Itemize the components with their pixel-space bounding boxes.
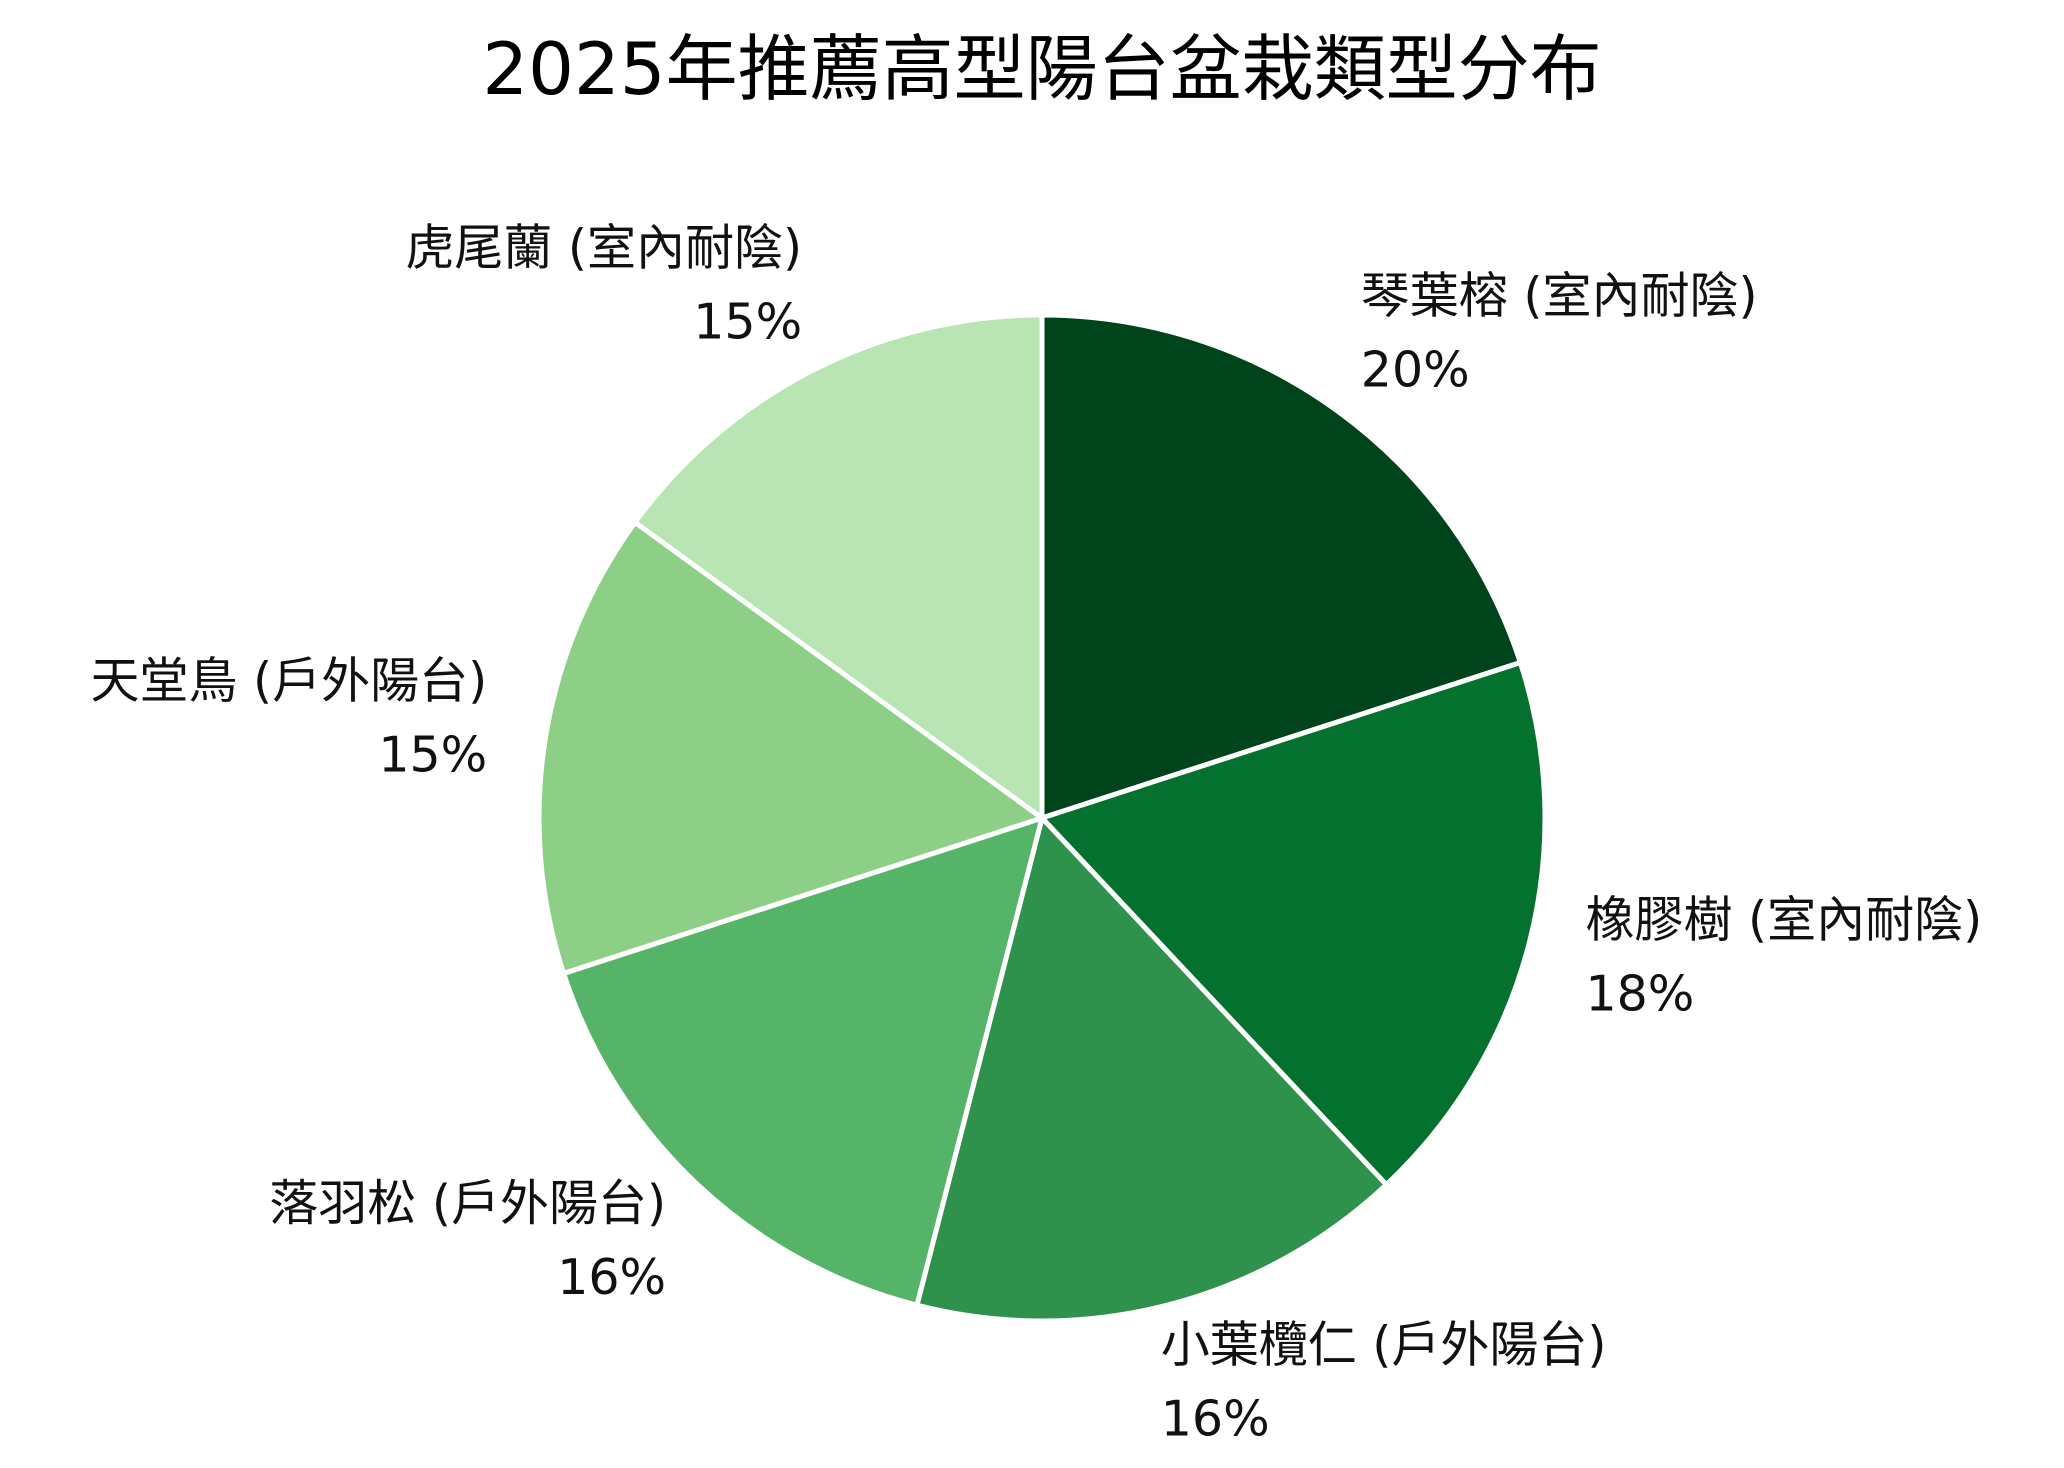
pie-slice	[914, 815, 1389, 1324]
slice-percent-label: 18%	[1585, 966, 1694, 1023]
slice-percent-label: 15%	[378, 727, 487, 784]
slice-percent-label: 20%	[1361, 342, 1470, 399]
pie-labels: 琴葉榕 (室內耐陰) 20% 橡膠樹 (室內耐陰) 18% 小葉欖仁 (戶外陽台) 16%…	[90, 219, 1982, 1447]
slice-category-label: 琴葉榕 (室內耐陰)	[1361, 268, 1758, 325]
slice-category-label: 橡膠樹 (室內耐陰)	[1585, 892, 1982, 949]
slice-percent-label: 15%	[693, 293, 802, 350]
pie-slices	[536, 312, 1548, 1324]
slice-percent-label: 16%	[1161, 1390, 1270, 1447]
pie-slice	[561, 815, 1045, 1308]
pie-slice	[1039, 312, 1523, 821]
pie-slice	[1039, 660, 1548, 1188]
slice-percent-label: 16%	[557, 1249, 666, 1306]
slice-category-label: 小葉欖仁 (戶外陽台)	[1161, 1316, 1607, 1373]
pie-slice	[632, 312, 1045, 821]
pie-slice	[536, 519, 1045, 976]
slice-category-label: 虎尾蘭 (室內耐陰)	[405, 219, 802, 276]
slice-category-label: 天堂鳥 (戶外陽台)	[90, 653, 487, 710]
chart-title: 2025年推薦高型陽台盆栽類型分布	[482, 27, 1601, 111]
slice-category-label: 落羽松 (戶外陽台)	[269, 1175, 666, 1232]
